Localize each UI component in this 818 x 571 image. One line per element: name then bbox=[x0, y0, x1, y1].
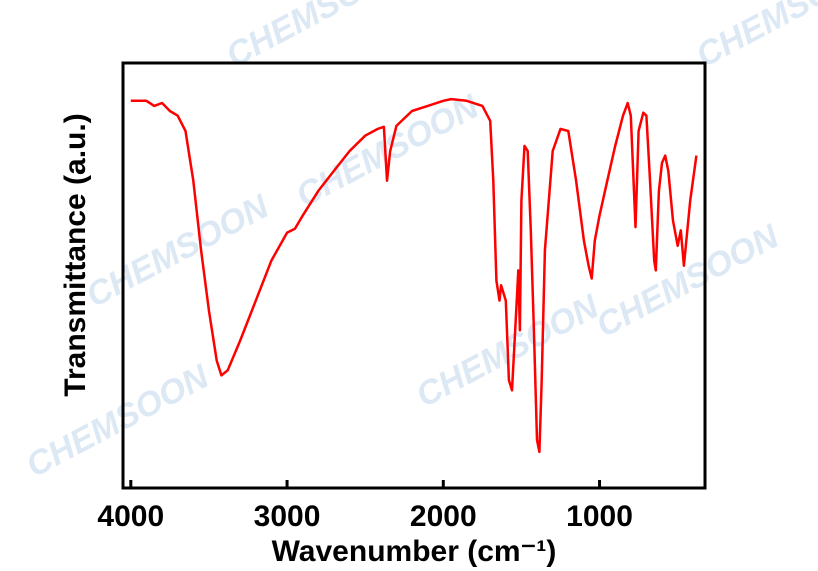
x-tick-label: 3000 bbox=[254, 500, 321, 533]
watermarks: CHEMSOONCHEMSOONCHEMSOONCHEMSOONCHEMSOON… bbox=[20, 0, 818, 485]
y-axis-label: Transmittance (a.u.) bbox=[59, 113, 92, 396]
watermark: CHEMSOON bbox=[590, 217, 786, 345]
watermark: CHEMSOON bbox=[20, 357, 216, 485]
x-tick-label: 2000 bbox=[410, 500, 477, 533]
spectrum-line bbox=[130, 97, 698, 454]
x-tick-label: 4000 bbox=[97, 500, 164, 533]
x-tick-label: 1000 bbox=[566, 500, 633, 533]
watermark: CHEMSOON bbox=[690, 0, 818, 75]
x-axis-label: Wavenumber (cm⁻¹) bbox=[272, 535, 557, 568]
plot-frame bbox=[121, 61, 707, 490]
watermark: CHEMSOON bbox=[80, 187, 276, 315]
watermark: CHEMSOON bbox=[290, 87, 486, 215]
